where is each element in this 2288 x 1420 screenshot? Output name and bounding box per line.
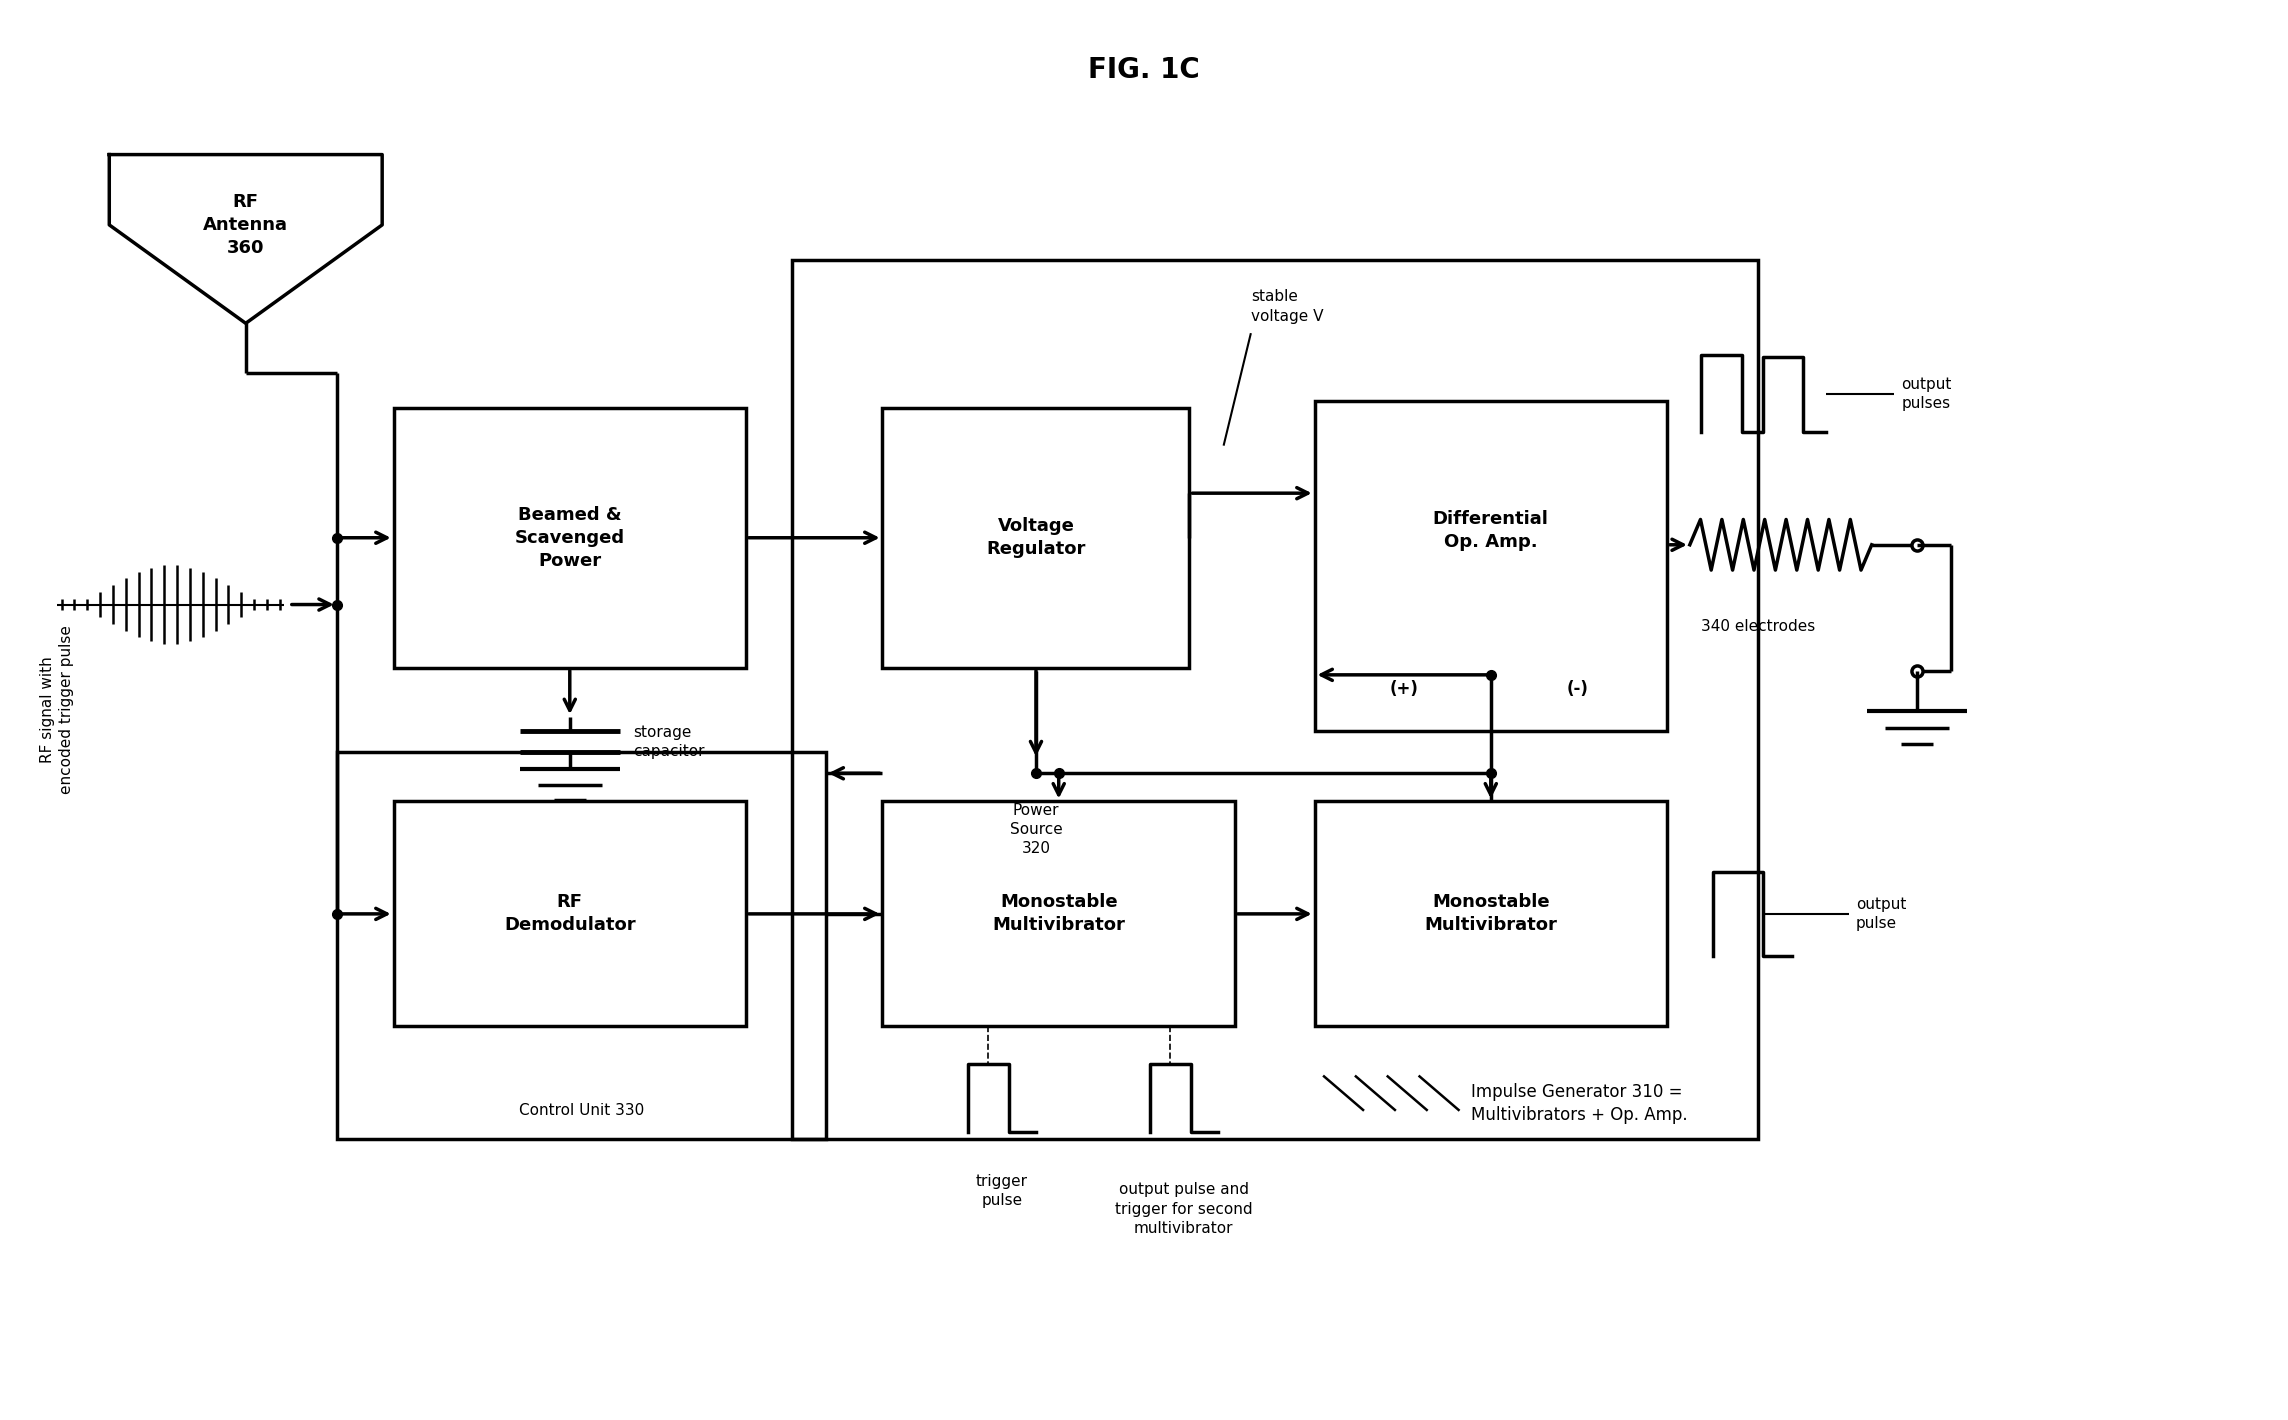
Text: RF signal with
encoded trigger pulse: RF signal with encoded trigger pulse xyxy=(39,626,73,794)
Text: (+): (+) xyxy=(1389,680,1419,697)
Bar xyxy=(1316,400,1668,731)
Bar xyxy=(1316,801,1668,1027)
Text: output
pulse: output pulse xyxy=(1856,897,1906,932)
Text: Control Unit 330: Control Unit 330 xyxy=(519,1103,643,1118)
Text: Monostable
Multivibrator: Monostable Multivibrator xyxy=(993,893,1126,934)
Bar xyxy=(394,408,746,667)
Text: Voltage
Regulator: Voltage Regulator xyxy=(986,517,1087,558)
Bar xyxy=(792,260,1757,1139)
Text: RF
Demodulator: RF Demodulator xyxy=(503,893,636,934)
Text: Power
Source
320: Power Source 320 xyxy=(1009,802,1062,856)
Bar xyxy=(394,801,746,1027)
Text: stable
voltage V: stable voltage V xyxy=(1252,290,1322,324)
Text: Differential
Op. Amp.: Differential Op. Amp. xyxy=(1432,510,1549,551)
Text: Monostable
Multivibrator: Monostable Multivibrator xyxy=(1425,893,1558,934)
Text: FIG. 1C: FIG. 1C xyxy=(1089,57,1199,84)
Text: Impulse Generator 310 =
Multivibrators + Op. Amp.: Impulse Generator 310 = Multivibrators +… xyxy=(1471,1083,1689,1125)
Text: (-): (-) xyxy=(1567,680,1588,697)
Bar xyxy=(883,408,1190,667)
Text: trigger
pulse: trigger pulse xyxy=(977,1174,1027,1208)
Text: 340 electrodes: 340 electrodes xyxy=(1702,619,1814,633)
Text: output
pulses: output pulses xyxy=(1901,376,1952,410)
Text: RF
Antenna
360: RF Antenna 360 xyxy=(204,193,288,257)
Bar xyxy=(883,801,1236,1027)
Text: Beamed &
Scavenged
Power: Beamed & Scavenged Power xyxy=(515,506,625,569)
Text: storage
capacitor: storage capacitor xyxy=(634,726,705,760)
Bar xyxy=(336,753,826,1139)
Text: output pulse and
trigger for second
multivibrator: output pulse and trigger for second mult… xyxy=(1114,1183,1252,1235)
